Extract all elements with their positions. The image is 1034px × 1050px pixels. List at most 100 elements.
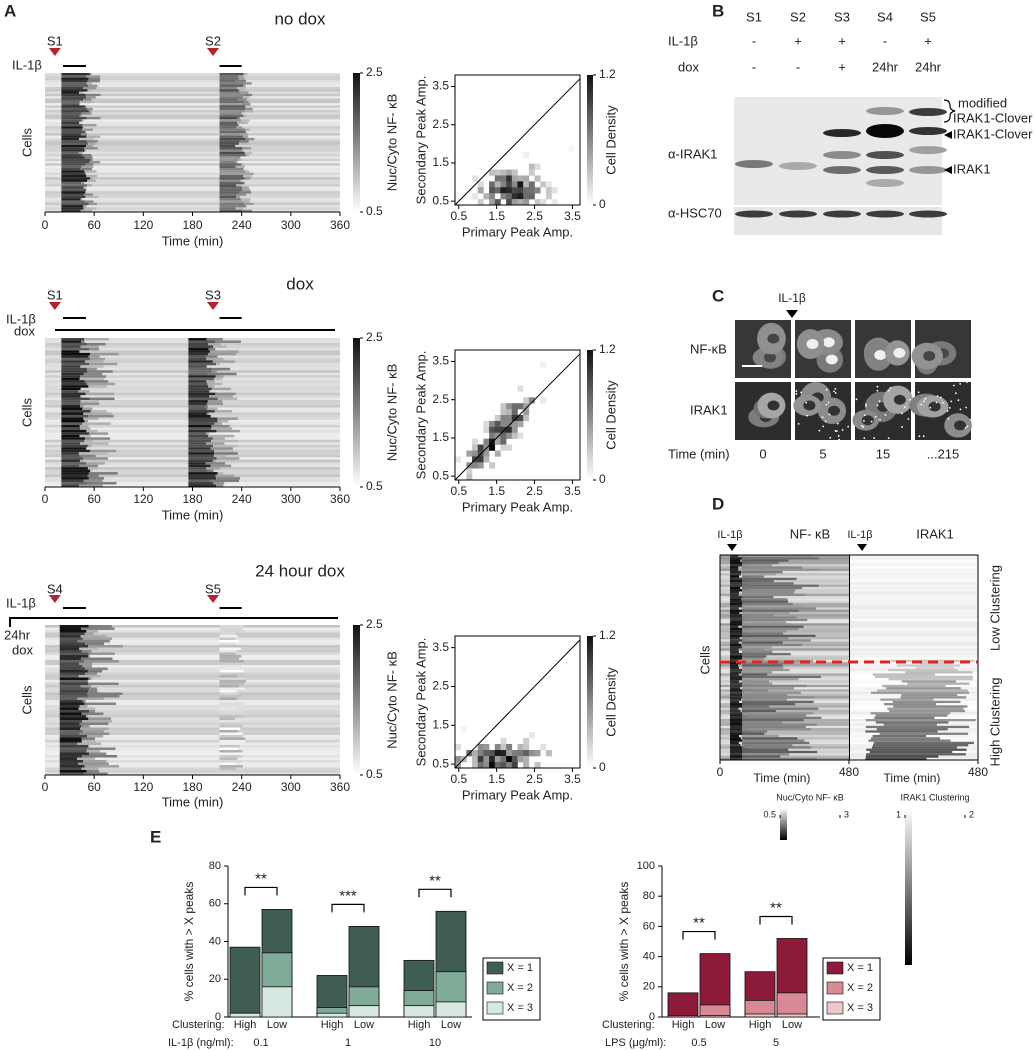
heatmap-tail: [212, 437, 225, 441]
density-cell: [489, 169, 496, 176]
heatmap-peak: [61, 402, 81, 406]
category-label: Low: [354, 1019, 374, 1031]
heatmap-tail: [81, 740, 96, 743]
density-cell: [551, 199, 558, 206]
heatmap-tail: [79, 91, 84, 95]
heatmap-tail: [742, 707, 819, 711]
heatmap-peak: [61, 457, 83, 460]
heatmap-tail: [89, 347, 100, 351]
heatmap-tail: [242, 186, 249, 190]
heatmap-tail: [742, 741, 810, 745]
heatmap-row: [45, 655, 340, 658]
x-tick-label: 3.5: [564, 484, 581, 498]
heatmap-tail: [742, 678, 799, 681]
heatmap-peak: [219, 710, 243, 713]
irak1-cluster: [955, 392, 957, 395]
heatmap-row: [45, 114, 340, 118]
heatmap-row: [45, 765, 340, 768]
condition-label: dox: [678, 59, 699, 74]
category-label: High: [672, 1019, 695, 1031]
heatmap-peak: [219, 135, 244, 139]
heatmap-peak: [219, 123, 239, 127]
category-label: Low: [782, 1019, 802, 1031]
heatmap-tail: [85, 163, 94, 166]
stimulus-label: IL-1β: [717, 529, 742, 541]
treatment-label: dox: [12, 642, 33, 657]
heatmap-peak: [219, 165, 236, 169]
heatmap-tail: [242, 200, 250, 204]
heatmap-row: [850, 627, 978, 631]
heatmap-peak: [188, 375, 216, 379]
density-cell: [506, 426, 513, 434]
heatmap-peak: [61, 459, 80, 463]
heatmap-row: [45, 632, 340, 636]
heatmap-tail: [742, 698, 787, 702]
irak1-cluster: [924, 397, 927, 400]
heatmap-peak: [219, 737, 246, 741]
heatmap-peak: [730, 655, 743, 658]
y-tick-label: 1.5: [432, 155, 449, 169]
heatmap-peak: [188, 439, 212, 443]
heatmap-peak: [61, 103, 80, 106]
heatmap-peak: [219, 770, 239, 773]
heatmap-peak: [219, 740, 246, 743]
heatmap-tail: [215, 340, 241, 344]
density-cell: [506, 756, 513, 763]
heatmap-tail: [742, 643, 803, 647]
heatmap-row: [45, 705, 340, 708]
irak1-cluster: [964, 427, 967, 429]
heatmap-tail: [85, 642, 105, 646]
heatmap-row: [850, 589, 978, 592]
heatmap-peak: [188, 397, 218, 401]
bar: [435, 1001, 467, 1018]
legend-label: X = 3: [847, 1002, 873, 1014]
density-cell: [534, 762, 541, 769]
heatmap-peak: [219, 762, 236, 766]
heatmap-tail: [86, 135, 101, 139]
heatmap-row: [45, 91, 340, 95]
heatmap-peak: [61, 365, 81, 369]
heatmap-peak: [61, 432, 90, 436]
heatmap-tail: [86, 367, 97, 371]
heatmap-peak: [61, 79, 88, 83]
nucleus: [763, 352, 776, 363]
heatmap-peak: [730, 625, 739, 629]
heatmap-tail: [208, 352, 236, 356]
heatmap-peak: [59, 707, 79, 711]
heatmap-tail: [242, 209, 252, 213]
density-cell: [500, 181, 507, 188]
heatmap-peak: [219, 645, 241, 648]
heatmap-peak: [61, 340, 82, 344]
heatmap-row: [45, 174, 340, 178]
heatmap-peak: [219, 158, 239, 162]
heatmap-tail: [79, 732, 110, 736]
colorbar-tick-label: 1.2: [599, 67, 616, 81]
heatmap-peak: [188, 442, 207, 446]
density-cell: [528, 181, 535, 188]
heatmap-peak: [188, 484, 217, 488]
irak1-cluster: [829, 436, 832, 439]
heatmap-peak: [61, 93, 86, 97]
plot-frame: [454, 635, 581, 769]
heatmap-peak: [59, 715, 87, 718]
heatmap-row: [45, 637, 340, 641]
heatmap-row: [720, 755, 849, 759]
heatmap-tail: [215, 375, 224, 379]
heatmap-title: NF- κB: [790, 526, 830, 541]
heatmap-peak: [61, 352, 91, 356]
heatmap-tail: [83, 186, 87, 190]
heatmap-peak: [61, 123, 83, 127]
heatmap-peak: [61, 367, 87, 371]
heatmap-tail: [242, 96, 250, 99]
heatmap-tail: [742, 630, 787, 633]
heatmap-row: [45, 710, 340, 713]
heatmap-peak: [188, 350, 210, 354]
heatmap-peak: [730, 693, 745, 697]
heatmap-tail: [742, 605, 805, 608]
dose-value: 0.1: [253, 1037, 268, 1049]
heatmap-tail: [84, 419, 89, 423]
heatmap-tail: [205, 405, 209, 408]
heatmap-peak: [188, 477, 217, 480]
heatmap-peak: [61, 142, 89, 146]
heatmap-row: [850, 618, 978, 622]
